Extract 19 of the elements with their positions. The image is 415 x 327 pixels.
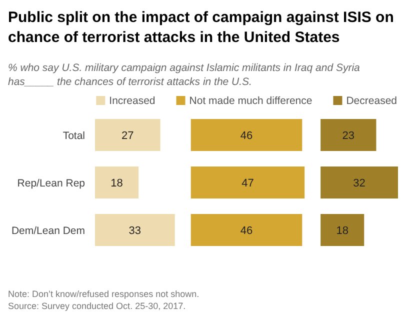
legend-label: Not made much difference xyxy=(189,95,312,107)
y-tick-label: Rep/Lean Rep xyxy=(17,178,86,190)
chart-subtitle: % who say U.S. military campaign against Islamic militants in Iraq and Syria has_____ the chances of terrorist attacks in the U.S. xyxy=(8,62,360,88)
chart-title: Public split on the impact of campaign against ISIS on chance of terrorist attacks in the United States xyxy=(8,9,394,46)
data-label: 46 xyxy=(240,225,253,237)
data-label: 18 xyxy=(336,225,348,237)
data-label: 32 xyxy=(353,178,366,190)
data-label: 23 xyxy=(342,130,355,142)
data-label: 33 xyxy=(128,225,142,237)
y-tick-label: Dem/Lean Dem xyxy=(11,225,86,237)
data-label: 27 xyxy=(122,130,134,142)
data-label: 46 xyxy=(240,130,253,142)
y-tick-label: Total xyxy=(62,130,85,142)
legend-label: Decreased xyxy=(346,95,398,107)
source-note: Source: Survey conducted Oct. 25-30, 2017. xyxy=(8,301,186,311)
legend-label: Increased xyxy=(109,95,156,107)
data-label: 47 xyxy=(242,178,254,190)
text: Note: Don’t know/refused responses not shown. xyxy=(8,289,200,299)
data-label: 18 xyxy=(110,178,123,190)
